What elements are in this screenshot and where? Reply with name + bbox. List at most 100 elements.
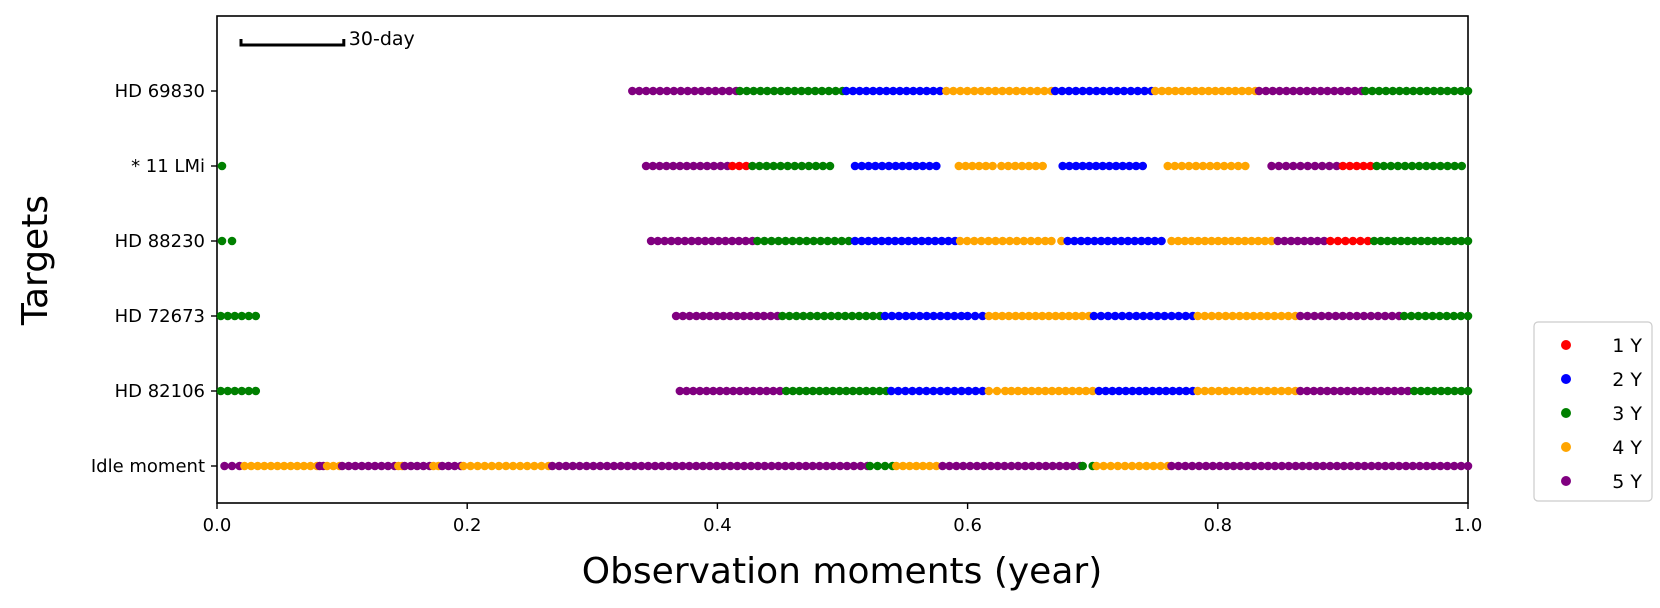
data-point [1092,461,1101,471]
data-point [1263,311,1272,321]
data-point [1074,386,1084,396]
data-point [719,461,728,471]
data-point [841,86,851,96]
data-point [1388,86,1398,96]
data-point [787,461,797,471]
data-point [1228,386,1237,396]
data-point [1204,86,1213,96]
data-point [1236,461,1245,471]
data-point [828,386,838,396]
data-point [508,461,518,471]
data-point [1131,161,1141,171]
data-point [1389,236,1399,246]
data-point [1366,311,1376,321]
data-point [963,86,972,96]
data-point [1407,161,1417,171]
data-point [1313,236,1322,246]
data-point [1105,86,1115,96]
data-point [1037,311,1047,321]
data-point [1423,386,1432,396]
data-point [230,386,240,396]
data-point [1193,311,1203,321]
data-point [753,461,763,471]
data-point [1212,161,1222,171]
data-point [1198,161,1208,171]
data-point [1113,461,1123,471]
data-point [1429,86,1439,96]
data-point [383,461,393,471]
legend-label: 4 Y [1612,437,1642,459]
data-point [1222,461,1231,471]
data-point [955,236,965,246]
data-point [1105,161,1114,171]
data-point [904,161,914,171]
data-point [1233,161,1243,171]
legend-label: 2 Y [1612,369,1642,391]
data-point [1164,86,1173,96]
data-point [673,236,683,246]
data-point [1099,86,1108,96]
data-point [1233,236,1243,246]
data-point [998,86,1007,96]
data-point [1291,461,1300,471]
data-point [1450,236,1459,246]
data-point [217,236,227,246]
data-point [1270,386,1279,396]
data-point [1325,161,1334,171]
scale-bar-label: 30-day [349,28,415,50]
data-point [1219,161,1229,171]
data-point [936,311,945,321]
y-tick-label: HD 69830 [115,81,205,102]
data-point [1005,236,1015,246]
data-point [660,236,669,246]
data-point [768,386,778,396]
x-tick-label: 0.4 [703,515,732,536]
data-point [227,461,237,471]
data-point [735,386,745,396]
data-point [726,461,735,471]
data-point [1149,461,1158,471]
data-point [1004,311,1014,321]
data-point [1395,86,1404,96]
data-point [459,461,468,471]
data-point [547,461,557,471]
data-point [1085,86,1094,96]
data-point [530,461,539,471]
data-point [935,86,945,96]
data-point [767,236,776,246]
data-point [1376,236,1386,246]
data-point [1003,161,1013,171]
data-point [322,461,332,471]
data-point [680,236,690,246]
data-point [1275,86,1284,96]
data-point [1068,386,1077,396]
data-point [1064,86,1074,96]
data-point [938,461,947,471]
data-point [937,236,947,246]
data-point [637,461,646,471]
data-point [1421,311,1430,321]
data-point [709,161,719,171]
data-point [910,236,920,246]
data-point [1177,86,1187,96]
data-point [742,86,752,96]
data-point [1282,86,1291,96]
data-point [1436,236,1446,246]
data-point [732,311,742,321]
data-point [1173,236,1183,246]
data-point [695,386,705,396]
data-point [1090,236,1099,246]
data-point [801,386,811,396]
x-axis: 0.0 0.2 0.4 0.6 0.8 1.0 [203,503,1482,536]
data-point [306,461,315,471]
data-point [1201,461,1211,471]
data-point [1235,386,1244,396]
data-point [1031,161,1041,171]
data-point [602,461,612,471]
data-point [891,161,900,171]
data-point [1416,236,1426,246]
data-point [908,386,917,396]
data-point [671,461,680,471]
data-point [1213,236,1223,246]
data-point [400,461,409,471]
